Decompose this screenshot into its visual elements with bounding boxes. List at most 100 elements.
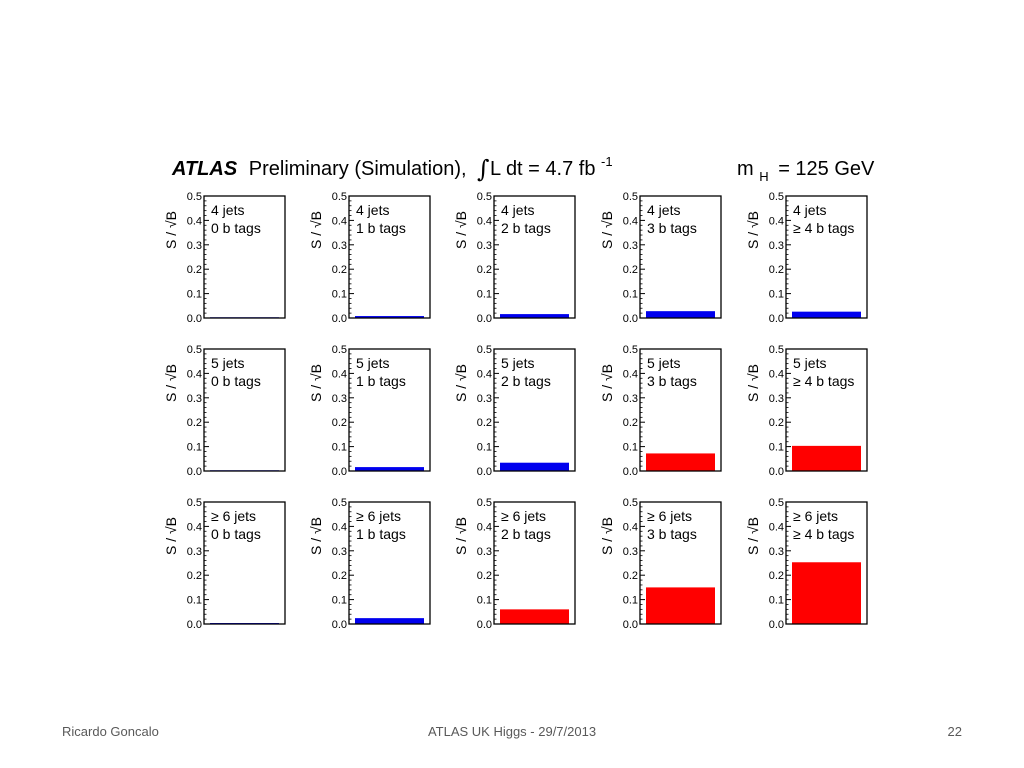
y-tick-label: 0.3 [187, 546, 202, 558]
y-tick-label: 0.5 [477, 344, 492, 356]
y-axis-label: S / √B [745, 211, 761, 249]
footer-author: Ricardo Goncalo [62, 724, 159, 739]
panel-frame [639, 195, 722, 319]
y-tick-label: 0.2 [332, 264, 347, 276]
panel-3-5: 0.0 0.1 0.2 0.3 0.4 0.5 S / √B ≥ 6 jets ≥ 4 b ta… [745, 497, 868, 631]
y-tick-label: 0.5 [623, 344, 638, 356]
y-tick-label: 0.3 [623, 393, 638, 405]
y-tick-label: 0.5 [769, 344, 784, 356]
panel-frame [348, 501, 431, 625]
y-tick-label: 0.1 [623, 289, 638, 301]
y-tick-label: 0.0 [623, 313, 638, 325]
bar [792, 311, 861, 318]
y-axis-label: S / √B [453, 517, 469, 555]
y-tick-label: 0.2 [187, 570, 202, 582]
y-tick-label: 0.4 [769, 215, 784, 227]
y-tick-label: 0.4 [187, 368, 202, 380]
bar [500, 314, 569, 318]
title-mass-subscript: H [759, 169, 768, 184]
y-tick-label: 0.0 [477, 466, 492, 478]
panel-3-4: 0.0 0.1 0.2 0.3 0.4 0.5 S / √B ≥ 6 jets 3 b tags [599, 497, 722, 631]
panel-jets-label: 4 jets [793, 202, 826, 218]
y-tick-label: 0.3 [769, 546, 784, 558]
panel-2-4: 0.0 0.1 0.2 0.3 0.4 0.5 S / √B 5 jets 3 b tags [599, 344, 722, 478]
bar [646, 453, 715, 471]
bar [500, 609, 569, 624]
panel-1-1: 0.0 0.1 0.2 0.3 0.4 0.5 S / √B 4 jets 0 b tags [163, 191, 286, 325]
y-tick-label: 0.5 [623, 191, 638, 203]
title-mass-value: = 125 GeV [778, 158, 875, 180]
panel-frame [785, 501, 868, 625]
panel-tags-label: 1 b tags [356, 220, 406, 236]
y-tick-label: 0.4 [332, 368, 347, 380]
y-tick-label: 0.5 [623, 497, 638, 509]
panel-jets-label: 5 jets [356, 355, 389, 371]
panel-tags-label: ≥ 4 b tags [793, 373, 854, 389]
panel-jets-label: 4 jets [647, 202, 680, 218]
panel-jets-label: 4 jets [211, 202, 244, 218]
panel-tags-label: ≥ 4 b tags [793, 526, 854, 542]
y-tick-label: 0.5 [332, 191, 347, 203]
y-tick-label: 0.3 [623, 546, 638, 558]
bar [792, 445, 861, 471]
y-tick-label: 0.0 [187, 313, 202, 325]
y-tick-label: 0.3 [623, 240, 638, 252]
y-axis-label: S / √B [163, 364, 179, 402]
y-tick-label: 0.2 [187, 417, 202, 429]
y-tick-label: 0.4 [477, 521, 492, 533]
bar [355, 467, 424, 471]
y-tick-label: 0.3 [769, 240, 784, 252]
y-tick-label: 0.3 [187, 240, 202, 252]
y-tick-label: 0.1 [187, 442, 202, 454]
y-axis-label: S / √B [453, 211, 469, 249]
panel-jets-label: 5 jets [501, 355, 534, 371]
panel-jets-label: ≥ 6 jets [501, 508, 546, 524]
panel-frame [639, 348, 722, 472]
panel-tags-label: 3 b tags [647, 526, 697, 542]
title-experiment: ATLAS [171, 158, 238, 180]
panel-frame [785, 195, 868, 319]
y-tick-label: 0.0 [477, 619, 492, 631]
bar [500, 462, 569, 471]
integral-symbol: ∫ [477, 155, 490, 183]
panel-1-2: 0.0 0.1 0.2 0.3 0.4 0.5 S / √B 4 jets 1 b tags [308, 191, 431, 325]
y-axis-label: S / √B [599, 517, 615, 555]
y-tick-label: 0.0 [332, 313, 347, 325]
y-tick-label: 0.0 [187, 619, 202, 631]
panel-frame [639, 501, 722, 625]
y-tick-label: 0.2 [769, 417, 784, 429]
chart-panels: 0.0 0.1 0.2 0.3 0.4 0.5 S / √B 4 jets 0 b tags 0.… [163, 191, 868, 631]
y-axis-label: S / √B [453, 364, 469, 402]
panel-tags-label: 2 b tags [501, 220, 551, 236]
panel-jets-label: ≥ 6 jets [356, 508, 401, 524]
panel-tags-label: 0 b tags [211, 220, 261, 236]
y-tick-label: 0.2 [332, 417, 347, 429]
y-tick-label: 0.4 [187, 215, 202, 227]
bar [792, 562, 861, 624]
y-tick-label: 0.2 [477, 417, 492, 429]
y-tick-label: 0.1 [477, 289, 492, 301]
footer-event: ATLAS UK Higgs - 29/7/2013 [427, 724, 597, 739]
footer-page-number: 22 [947, 724, 962, 739]
panel-3-1: 0.0 0.1 0.2 0.3 0.4 0.5 S / √B ≥ 6 jets 0 b tags [163, 497, 286, 631]
y-tick-label: 0.0 [187, 466, 202, 478]
y-tick-label: 0.3 [477, 240, 492, 252]
y-tick-label: 0.3 [332, 546, 347, 558]
title-label: Preliminary (Simulation), [249, 158, 467, 180]
y-tick-label: 0.2 [769, 570, 784, 582]
panel-jets-label: ≥ 6 jets [211, 508, 256, 524]
y-tick-label: 0.4 [477, 215, 492, 227]
y-tick-label: 0.4 [623, 521, 638, 533]
panel-1-5: 0.0 0.1 0.2 0.3 0.4 0.5 S / √B 4 jets ≥ 4 b tags [745, 191, 868, 325]
y-tick-label: 0.1 [477, 595, 492, 607]
y-tick-label: 0.1 [187, 595, 202, 607]
y-tick-label: 0.5 [769, 191, 784, 203]
y-tick-label: 0.0 [769, 466, 784, 478]
y-axis-label: S / √B [308, 211, 324, 249]
panel-frame [493, 195, 576, 319]
panel-3-2: 0.0 0.1 0.2 0.3 0.4 0.5 S / √B ≥ 6 jets 1 b tags [308, 497, 431, 631]
y-tick-label: 0.5 [769, 497, 784, 509]
panel-tags-label: 2 b tags [501, 373, 551, 389]
panel-frame [203, 501, 286, 625]
y-axis-label: S / √B [599, 364, 615, 402]
